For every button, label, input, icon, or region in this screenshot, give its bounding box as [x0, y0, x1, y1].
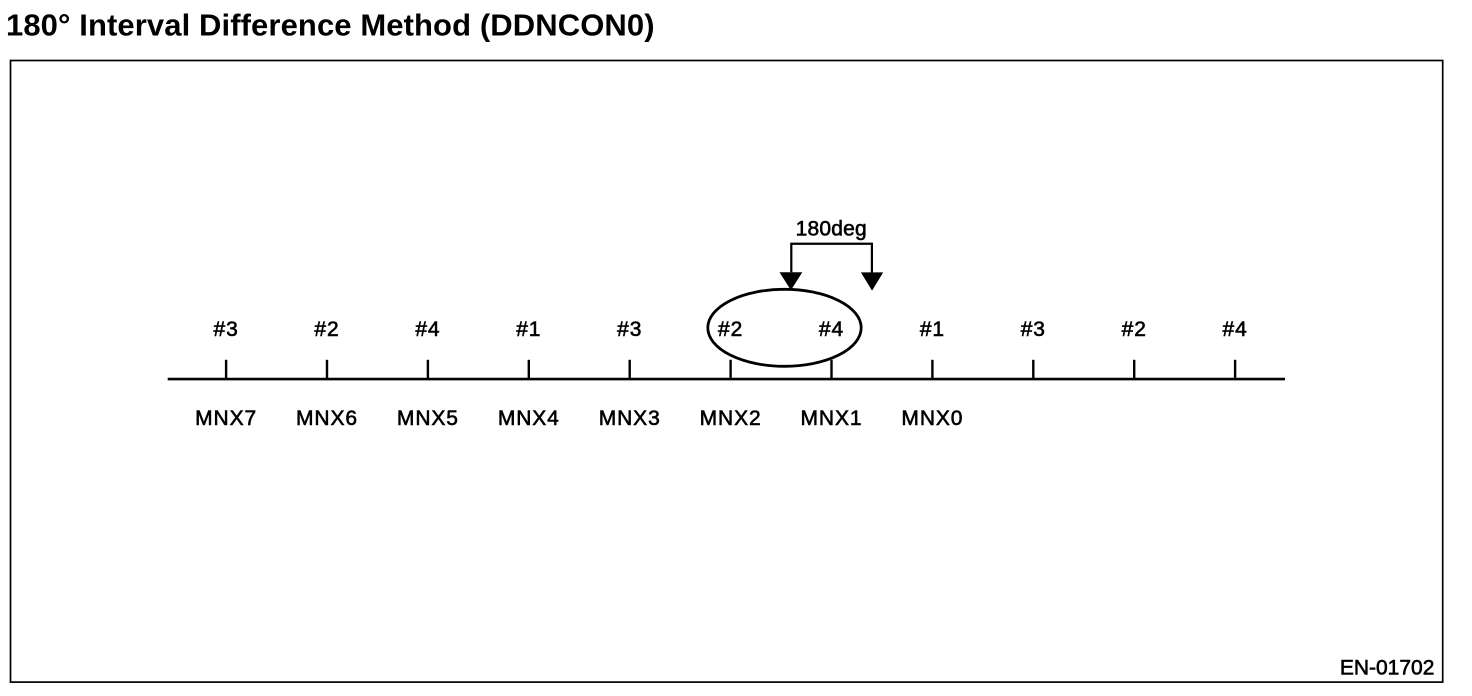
svg-text:MNX0: MNX0: [901, 407, 963, 430]
svg-text:#4: #4: [819, 318, 844, 341]
svg-text:MNX3: MNX3: [599, 407, 661, 430]
svg-text:MNX5: MNX5: [397, 407, 459, 430]
svg-text:MNX2: MNX2: [700, 407, 762, 430]
svg-text:#2: #2: [1122, 318, 1147, 341]
svg-text:#4: #4: [415, 318, 440, 341]
svg-text:#2: #2: [314, 318, 339, 341]
svg-text:MNX4: MNX4: [498, 407, 560, 430]
svg-text:#3: #3: [617, 318, 642, 341]
svg-text:#4: #4: [1223, 318, 1248, 341]
svg-text:EN-01702: EN-01702: [1340, 657, 1435, 680]
svg-text:#2: #2: [718, 318, 743, 341]
svg-text:180° Interval Difference Metho: 180° Interval Difference Method (DDNCON0…: [6, 8, 655, 43]
svg-text:180deg: 180deg: [796, 218, 867, 241]
svg-text:#1: #1: [920, 318, 945, 341]
svg-text:#3: #3: [214, 318, 239, 341]
svg-text:MNX1: MNX1: [801, 407, 863, 430]
svg-text:#1: #1: [516, 318, 541, 341]
svg-text:#3: #3: [1021, 318, 1046, 341]
svg-text:MNX6: MNX6: [296, 407, 358, 430]
svg-text:MNX7: MNX7: [195, 407, 257, 430]
